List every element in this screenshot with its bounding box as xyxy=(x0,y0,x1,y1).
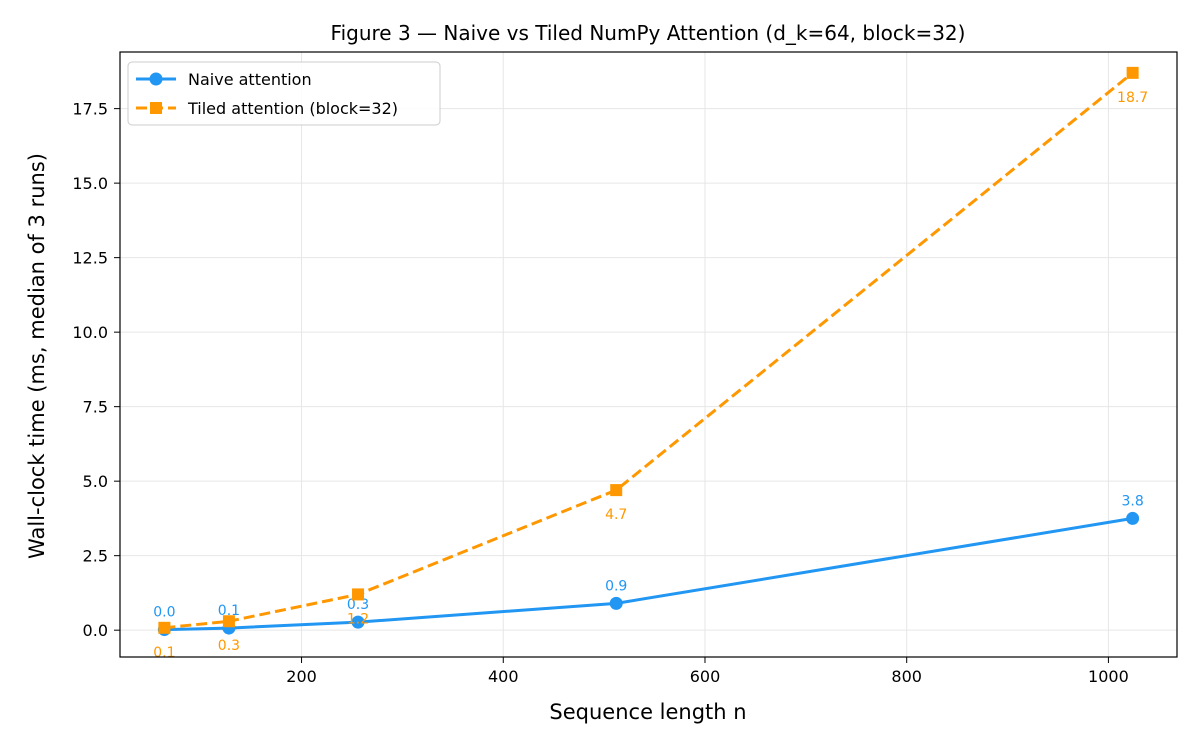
y-tick-label: 17.5 xyxy=(72,100,108,119)
x-tick-label: 800 xyxy=(891,667,922,686)
data-label: 0.3 xyxy=(347,597,369,613)
legend-marker xyxy=(149,72,163,86)
y-axis-title: Wall-clock time (ms, median of 3 runs) xyxy=(25,153,49,559)
data-label: 0.0 xyxy=(153,605,175,621)
y-tick-label: 15.0 xyxy=(72,174,108,193)
data-point xyxy=(609,596,623,610)
x-axis-title: Sequence length n xyxy=(549,700,746,724)
data-label: 0.9 xyxy=(605,578,627,594)
legend-label: Tiled attention (block=32) xyxy=(187,99,398,118)
tick-layer: 200 400 600 800 1000 0.0 2.5 5.0 7.5 10.0 12.5 15.0… xyxy=(72,100,1128,686)
data-point xyxy=(1126,511,1140,525)
y-tick-label: 2.5 xyxy=(83,547,108,566)
y-tick-label: 10.0 xyxy=(72,323,108,342)
y-tick-label: 0.0 xyxy=(83,621,108,640)
x-tick-label: 400 xyxy=(488,667,519,686)
data-point xyxy=(222,615,235,628)
legend-box xyxy=(127,61,441,126)
legend-marker xyxy=(150,102,162,114)
data-point xyxy=(158,621,171,634)
chart-title: Figure 3 — Naive vs Tiled NumPy Attentio… xyxy=(331,21,966,45)
data-point xyxy=(351,615,365,629)
y-tick-label: 12.5 xyxy=(72,249,108,268)
data-label: 0.1 xyxy=(218,603,240,619)
legend: Naive attention Tiled attention (block=32… xyxy=(127,61,441,126)
data-label: 0.3 xyxy=(218,638,240,654)
y-tick-label: 5.0 xyxy=(83,472,108,491)
data-point xyxy=(1126,66,1139,79)
data-point xyxy=(352,588,365,601)
x-tick-label: 1000 xyxy=(1088,667,1129,686)
data-point xyxy=(610,484,623,497)
x-tick-label: 200 xyxy=(286,667,317,686)
grid-layer xyxy=(120,52,1177,657)
data-label: 0.1 xyxy=(153,645,175,661)
data-label: 3.8 xyxy=(1121,493,1143,509)
legend-label: Naive attention xyxy=(188,70,312,89)
data-label: 1.2 xyxy=(347,611,369,627)
plot-frame xyxy=(119,51,1178,658)
series-layer: 0.0 0.1 0.30.93.80.1 0.31.24.718.7 xyxy=(153,66,1148,661)
y-tick-label: 7.5 xyxy=(83,398,108,417)
x-tick-label: 600 xyxy=(690,667,721,686)
data-label: 4.7 xyxy=(605,507,627,523)
data-label: 18.7 xyxy=(1117,90,1148,106)
